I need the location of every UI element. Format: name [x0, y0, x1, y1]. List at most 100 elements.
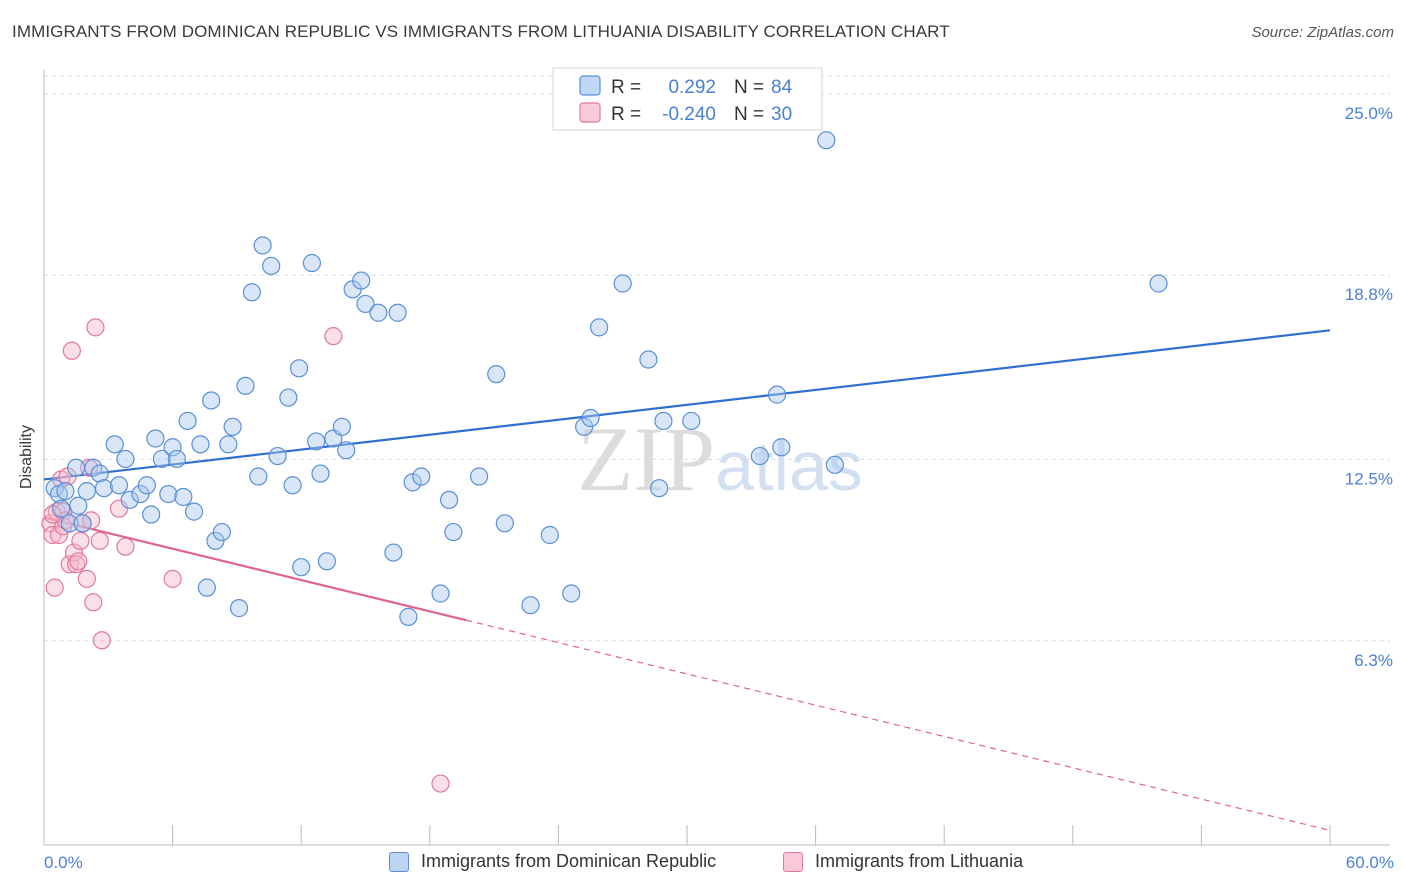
data-point-dominican — [650, 479, 669, 498]
data-point-dominican — [52, 499, 71, 518]
data-point-lithuania — [116, 537, 135, 556]
data-point-lithuania — [45, 578, 64, 597]
legend-swatch-blue — [389, 851, 409, 872]
legend-box: R = 0.292 N = 84 R = -0.240 N = 30 — [552, 67, 823, 131]
data-point-dominican — [283, 476, 302, 495]
y-tick-label: 25.0% — [1345, 104, 1393, 123]
data-point-dominican — [178, 411, 197, 431]
data-point-lithuania — [84, 593, 103, 612]
data-point-dominican — [581, 408, 600, 428]
legend-n-label: N = — [734, 77, 764, 98]
data-point-dominican — [772, 438, 791, 457]
data-point-dominican — [767, 385, 787, 404]
data-point-lithuania — [77, 569, 96, 588]
data-point-dominican — [191, 435, 210, 454]
data-point-lithuania — [163, 569, 182, 588]
data-point-lithuania — [90, 531, 109, 550]
data-point-dominican — [613, 274, 632, 293]
trend-line-dominican — [43, 329, 1331, 481]
data-point-dominican — [109, 476, 129, 495]
data-point-dominican — [242, 283, 262, 302]
data-point-dominican — [60, 514, 79, 533]
data-point-dominican — [487, 365, 506, 384]
data-point-lithuania — [71, 531, 90, 550]
source-label: Source: ZipAtlas.com — [1251, 24, 1394, 41]
data-point-dominican — [197, 578, 216, 597]
y-tick-label: 6.3% — [1354, 651, 1393, 670]
y-tick-label: 12.5% — [1345, 469, 1393, 488]
data-point-dominican — [268, 446, 287, 466]
legend-swatch — [579, 75, 601, 96]
data-point-dominican — [682, 411, 701, 431]
data-point-dominican — [384, 543, 403, 562]
legend-r-label: R = — [611, 104, 641, 125]
y-axis-label: Disability — [18, 424, 35, 490]
data-point-lithuania — [69, 552, 88, 571]
legend-r-label: R = — [611, 77, 641, 98]
data-point-dominican — [253, 236, 272, 255]
data-point-dominican — [495, 514, 514, 533]
legend-swatch-pink — [783, 851, 803, 872]
data-point-dominican — [174, 487, 193, 507]
data-point-dominican — [184, 502, 204, 521]
legend-item-dominican: Immigrants from Dominican Republic — [389, 851, 716, 872]
data-point-dominican — [369, 303, 388, 322]
bottom-legend: Immigrants from Dominican Republic Immig… — [0, 851, 1406, 879]
data-point-dominican — [352, 271, 371, 290]
y-tick-labels: 6.3% 12.5% 18.8% 25.0% — [1345, 104, 1393, 670]
legend-item-lithuania: Immigrants from Lithuania — [783, 851, 1023, 872]
data-point-dominican — [120, 490, 139, 510]
data-point-dominican — [229, 599, 249, 618]
data-point-dominican — [521, 596, 540, 615]
data-point-dominican — [279, 388, 298, 407]
data-point-lithuania — [86, 318, 105, 337]
data-point-dominican — [146, 429, 165, 448]
trend-line-lithuania-extension — [466, 619, 1331, 831]
data-point-dominican — [212, 522, 231, 542]
legend-label-dominican: Immigrants from Dominican Republic — [421, 851, 717, 871]
data-point-lithuania — [64, 543, 84, 562]
data-point-dominican — [825, 455, 844, 474]
grid-lines — [44, 75, 1390, 642]
data-point-lithuania — [62, 341, 81, 360]
data-point-dominican — [152, 449, 171, 469]
data-point-dominican — [69, 496, 88, 515]
legend-r-value: 0.292 — [668, 77, 716, 98]
data-point-dominican — [654, 411, 673, 431]
legend-label-lithuania: Immigrants from Lithuania — [815, 851, 1024, 871]
data-point-dominican — [289, 359, 309, 378]
data-point-dominican — [562, 584, 581, 603]
data-point-dominican — [469, 467, 489, 486]
data-point-dominican — [219, 435, 238, 454]
data-point-dominican — [236, 376, 255, 395]
data-point-dominican — [431, 584, 450, 603]
data-point-dominican — [77, 482, 96, 501]
data-point-dominican — [142, 505, 161, 524]
data-point-dominican — [67, 458, 86, 477]
data-point-dominican — [163, 438, 182, 457]
legend-n-value: 30 — [771, 104, 792, 125]
data-point-lithuania — [79, 458, 99, 477]
legend-n-value: 84 — [771, 77, 793, 98]
data-point-dominican — [356, 294, 375, 314]
data-point-dominican — [399, 607, 418, 626]
legend-r-value: -0.240 — [662, 104, 716, 125]
data-point-dominican — [73, 514, 92, 533]
data-point-lithuania — [67, 555, 86, 574]
data-point-dominican — [590, 318, 609, 337]
data-point-lithuania — [324, 327, 343, 346]
trend-lines — [43, 329, 1331, 831]
data-point-dominican — [1149, 274, 1168, 293]
data-point-dominican — [412, 467, 431, 486]
data-point-dominican — [439, 490, 459, 510]
x-tick-min: 0.0% — [44, 853, 83, 872]
data-point-dominican — [249, 467, 268, 486]
data-point-lithuania — [92, 631, 111, 650]
data-point-dominican — [750, 446, 769, 466]
data-point-dominican — [817, 131, 836, 150]
data-point-dominican — [337, 441, 356, 460]
data-point-dominican — [292, 558, 311, 577]
data-point-dominican — [262, 256, 281, 276]
x-tick-max: 60.0% — [1345, 853, 1394, 872]
